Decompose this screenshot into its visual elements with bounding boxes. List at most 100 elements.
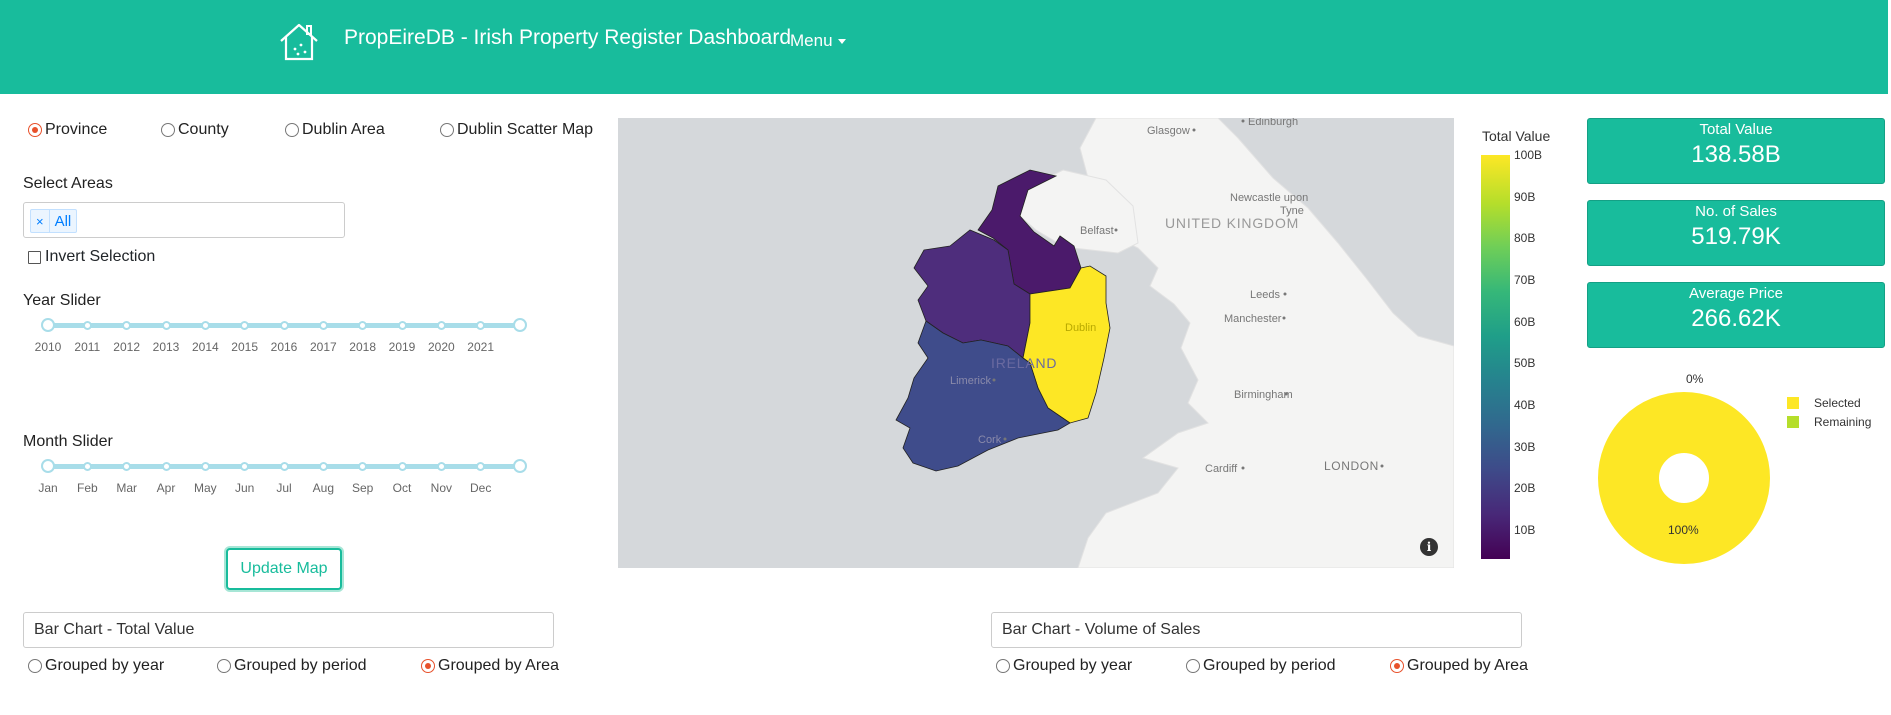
slider-mark: Jul — [276, 481, 292, 495]
stat-title: Total Value — [1699, 121, 1773, 138]
area-multiselect[interactable]: × All — [23, 202, 345, 238]
slider-mark: Sep — [351, 481, 374, 495]
slider-mark: 2013 — [152, 340, 180, 354]
colorbar-tick: 90B — [1514, 189, 1536, 204]
left-radio-grouped-by-area[interactable]: Grouped by Area — [421, 657, 559, 675]
bar-chart-total-value-dropdown[interactable]: Bar Chart - Total Value — [23, 612, 554, 648]
slider-tick[interactable] — [318, 321, 328, 330]
map-label-belfast: Belfast — [1080, 225, 1114, 237]
slider-mark: Feb — [76, 481, 98, 495]
map[interactable]: Glasgow Edinburgh Newcastle upon Tyne UN… — [618, 118, 1454, 568]
radio-label: Dublin Scatter Map — [457, 121, 594, 138]
left-radio-grouped-by-period[interactable]: Grouped by period — [217, 657, 367, 675]
slider-mark: 2016 — [270, 340, 298, 354]
legend-swatch — [1787, 397, 1799, 409]
slider-tick[interactable] — [122, 321, 132, 330]
slider-mark: 2010 — [34, 340, 62, 354]
right-radio-grouped-by-area[interactable]: Grouped by Area — [1390, 657, 1528, 675]
slider-tick[interactable] — [358, 462, 368, 471]
slider-tick[interactable] — [397, 462, 407, 471]
radio-dot — [217, 659, 231, 673]
stat-title: No. of Sales — [1695, 203, 1777, 220]
slider-tick[interactable] — [122, 462, 132, 471]
legend-label: Selected — [1814, 396, 1861, 410]
slider-tick[interactable] — [436, 321, 446, 330]
right-radio-grouped-by-period[interactable]: Grouped by period — [1186, 657, 1336, 675]
map-label-tyne: Tyne — [1280, 205, 1304, 217]
colorbar-tick: 60B — [1514, 314, 1536, 329]
slider-tick[interactable] — [476, 321, 486, 330]
slider-handle-start[interactable] — [41, 318, 55, 332]
radio-dot — [161, 123, 175, 137]
radio-dublin-area[interactable]: Dublin Area — [285, 121, 385, 139]
map-label-leeds: Leeds — [1250, 289, 1280, 301]
radio-label: Grouped by Area — [438, 657, 559, 674]
slider-mark: May — [193, 481, 217, 495]
slider-tick[interactable] — [436, 462, 446, 471]
slider-handle-start[interactable] — [41, 459, 55, 473]
slider-mark: 2020 — [427, 340, 455, 354]
invert-selection-checkbox[interactable]: Invert Selection — [28, 248, 155, 266]
slider-tick[interactable] — [161, 321, 171, 330]
slider-tick[interactable] — [200, 462, 210, 471]
radio-label: Grouped by Area — [1407, 657, 1528, 674]
stat-title: Average Price — [1689, 285, 1783, 302]
map-label-london: LONDON — [1324, 459, 1379, 473]
invert-selection-label: Invert Selection — [45, 248, 156, 265]
info-icon[interactable]: i — [1420, 538, 1438, 556]
province-ulster[interactable] — [977, 169, 1082, 295]
radio-dot — [28, 123, 42, 137]
slider-tick[interactable] — [82, 321, 92, 330]
bar-chart-volume-of-sales-dropdown[interactable]: Bar Chart - Volume of Sales — [991, 612, 1522, 648]
slider-mark: 2011 — [74, 340, 101, 354]
colorbar-tick: 30B — [1514, 439, 1536, 454]
left-radio-grouped-by-year[interactable]: Grouped by year — [28, 657, 164, 675]
legend-item-selected[interactable]: Selected — [1787, 396, 1861, 410]
area-tag-label: All — [54, 212, 72, 230]
colorbar-tick: 10B — [1514, 522, 1536, 537]
slider-tick[interactable] — [161, 462, 171, 471]
map-canvas: Glasgow Edinburgh Newcastle upon Tyne UN… — [895, 118, 1454, 568]
donut-chart — [1598, 392, 1770, 564]
northern-ireland-land — [1019, 169, 1139, 254]
slider-tick[interactable] — [476, 462, 486, 471]
donut-slice-selected[interactable] — [1598, 392, 1770, 564]
radio-dot — [996, 659, 1010, 673]
slider-tick[interactable] — [358, 321, 368, 330]
slider-tick[interactable] — [318, 462, 328, 471]
month-slider[interactable] — [41, 459, 527, 473]
year-slider[interactable] — [41, 318, 527, 332]
map-label-limerick: Limerick — [950, 375, 991, 387]
radio-dublin-scatter-map[interactable]: Dublin Scatter Map — [440, 121, 593, 139]
colorbar-title: Total Value — [1482, 128, 1551, 144]
radio-dot — [1390, 659, 1404, 673]
slider-tick[interactable] — [200, 321, 210, 330]
right-radio-grouped-by-year[interactable]: Grouped by year — [996, 657, 1132, 675]
slider-tick[interactable] — [279, 462, 289, 471]
stat-card-total-value: Total Value 138.58B — [1587, 118, 1885, 184]
legend-item-remaining[interactable]: Remaining — [1787, 415, 1871, 429]
slider-tick[interactable] — [279, 321, 289, 330]
slider-tick[interactable] — [397, 321, 407, 330]
map-label-cork: Cork — [978, 434, 1002, 446]
slider-tick[interactable] — [240, 321, 250, 330]
slider-tick[interactable] — [240, 462, 250, 471]
legend-swatch — [1787, 416, 1799, 428]
year-slider-label: Year Slider — [23, 292, 101, 309]
radio-county[interactable]: County — [161, 121, 229, 139]
colorbar — [1481, 155, 1510, 559]
remove-tag-icon[interactable]: × — [31, 210, 50, 232]
checkbox-box — [28, 250, 41, 264]
slider-handle-end[interactable] — [513, 459, 527, 473]
update-map-button[interactable]: Update Map — [226, 548, 342, 590]
slider-mark: Oct — [392, 481, 412, 495]
province-munster[interactable] — [895, 320, 1071, 472]
stat-value: 266.62K — [1691, 305, 1781, 332]
radio-province[interactable]: Province — [28, 121, 107, 139]
slider-handle-end[interactable] — [513, 318, 527, 332]
slider-mark: 2021 — [467, 340, 495, 354]
slider-tick[interactable] — [82, 462, 92, 471]
house-icon[interactable] — [278, 22, 320, 62]
menu-dropdown[interactable]: Menu — [790, 31, 846, 51]
radio-label: Grouped by year — [45, 657, 165, 674]
